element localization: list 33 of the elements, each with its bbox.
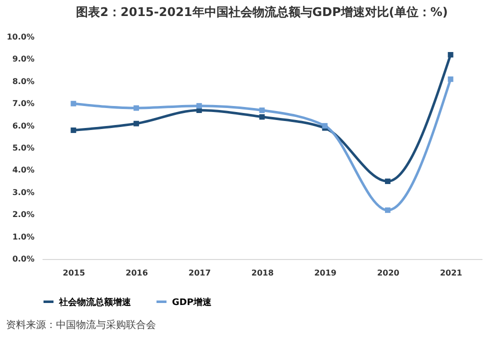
point (384, 207, 390, 213)
point (448, 76, 454, 82)
y-tick-label: 7.0% (12, 99, 34, 108)
y-tick-label: 6.0% (12, 121, 34, 130)
y-tick-label: 5.0% (12, 144, 34, 152)
point (259, 108, 265, 113)
x-tick-label: 2020 (377, 268, 400, 278)
x-tick-label: 2018 (251, 268, 274, 278)
x-tick-label: 2019 (314, 268, 337, 278)
point (70, 128, 76, 133)
point (134, 105, 140, 111)
y-tick-label: 8.0% (12, 76, 34, 86)
y-tick-label: 0.0% (12, 254, 34, 264)
point (384, 178, 390, 184)
point (70, 100, 76, 106)
y-tick-label: 9.0% (12, 54, 34, 64)
y-tick-label: 10.0% (6, 32, 34, 42)
point (134, 120, 140, 126)
x-tick-label: 2021 (440, 268, 463, 278)
legend-label: GDP增速 (172, 296, 212, 308)
point (196, 103, 202, 109)
legend-label: 社会物流总额增速 (58, 296, 132, 308)
point (259, 114, 265, 120)
x-tick-label: 2015 (62, 268, 86, 278)
point (448, 52, 454, 58)
x-tick-label: 2017 (188, 268, 211, 278)
chart-title: 图表2：2015-2021年中国社会物流总额与GDP增速对比(单位：%) (76, 5, 448, 19)
y-tick-label: 2.0% (12, 210, 34, 220)
text: 资料来源：中国物流与采购联合会 (6, 318, 156, 332)
y-tick-label: 4.0% (12, 166, 34, 175)
y-tick-label: 1.0% (12, 232, 34, 242)
y-tick-label: 3.0% (12, 188, 34, 197)
x-tick-label: 2016 (126, 268, 148, 278)
